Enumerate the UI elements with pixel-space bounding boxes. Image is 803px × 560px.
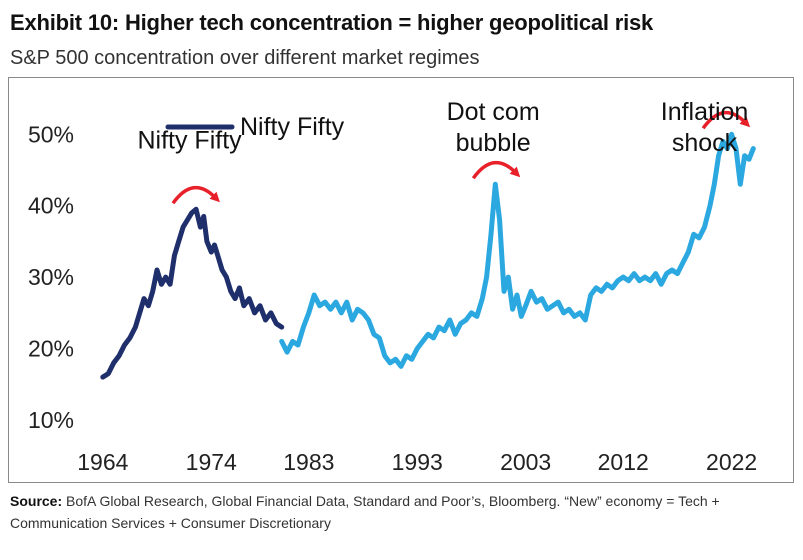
chart-title: Exhibit 10: Higher tech concentration = …	[10, 10, 654, 35]
annotation-label: shock	[672, 129, 738, 157]
chart-frame	[8, 77, 794, 483]
y-tick-label: 10%	[28, 407, 74, 433]
chart-subtitle: S&P 500 concentration over different mar…	[10, 47, 480, 69]
annotation-label: Inflation	[661, 98, 749, 126]
source-text: BofA Global Research, Global Financial D…	[10, 493, 720, 531]
source-label: Source:	[10, 493, 63, 509]
peak-arrow	[171, 186, 220, 205]
x-tick-label: 2012	[598, 449, 649, 475]
x-tick-label: 1983	[283, 449, 334, 475]
series-line-nifty-fifty	[100, 206, 285, 380]
peak-arrow	[701, 111, 751, 130]
legend-label: Nifty Fifty	[240, 113, 345, 141]
x-tick-label: 1964	[77, 449, 128, 475]
y-tick-label: 50%	[28, 121, 74, 147]
x-tick-label: 2003	[500, 449, 551, 475]
annotation-label: Dot com	[447, 98, 540, 126]
annotation-label: Nifty Fifty	[137, 127, 242, 155]
peak-arrow	[471, 161, 521, 180]
x-tick-label: 1993	[392, 449, 443, 475]
series-line-new-economy	[279, 131, 756, 369]
x-tick-label: 2022	[706, 449, 757, 475]
y-tick-label: 40%	[28, 193, 74, 219]
x-tick-label: 1974	[186, 449, 237, 475]
y-tick-label: 30%	[28, 264, 74, 290]
annotation-label: bubble	[456, 129, 531, 157]
y-tick-label: 20%	[28, 336, 74, 362]
source-note: Source: BofA Global Research, Global Fin…	[10, 490, 790, 534]
